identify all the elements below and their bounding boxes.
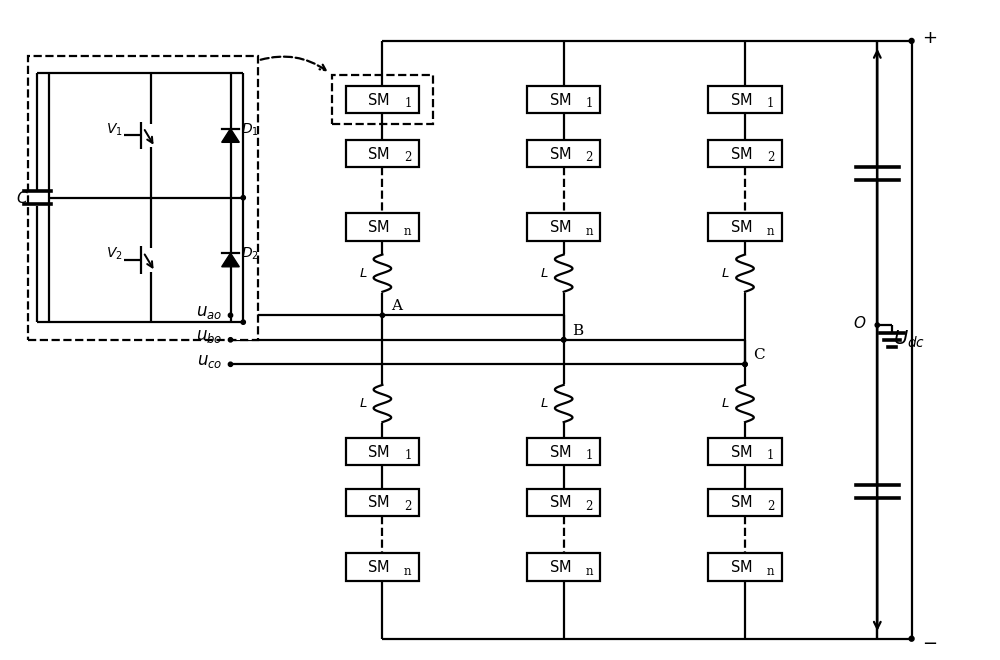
Text: $D_2$: $D_2$ (241, 246, 259, 262)
Text: 2: 2 (404, 151, 412, 164)
FancyBboxPatch shape (708, 140, 782, 168)
Polygon shape (222, 253, 239, 267)
Text: n: n (767, 564, 774, 578)
Text: $\mathrm{SM}$: $\mathrm{SM}$ (367, 494, 390, 510)
FancyBboxPatch shape (346, 489, 419, 516)
FancyBboxPatch shape (527, 213, 600, 241)
Text: $L$: $L$ (540, 267, 548, 280)
Text: $\mathrm{SM}$: $\mathrm{SM}$ (367, 219, 390, 235)
Bar (28, 55, 258, 340)
Text: $\mathrm{SM}$: $\mathrm{SM}$ (549, 559, 571, 575)
Circle shape (562, 338, 566, 342)
Text: $\mathrm{SM}$: $\mathrm{SM}$ (730, 494, 752, 510)
FancyBboxPatch shape (527, 489, 600, 516)
Text: 1: 1 (585, 97, 593, 110)
Text: $\mathrm{SM}$: $\mathrm{SM}$ (730, 92, 752, 108)
Circle shape (380, 313, 385, 317)
Text: $V_2$: $V_2$ (106, 246, 122, 262)
Circle shape (562, 338, 566, 342)
Text: $L$: $L$ (359, 267, 367, 280)
Text: $L$: $L$ (721, 267, 730, 280)
Text: $\mathrm{SM}$: $\mathrm{SM}$ (549, 494, 571, 510)
Text: 1: 1 (404, 97, 412, 110)
Circle shape (228, 313, 233, 317)
Text: $\mathrm{SM}$: $\mathrm{SM}$ (549, 146, 571, 162)
Text: $\mathrm{SM}$: $\mathrm{SM}$ (730, 559, 752, 575)
Text: $C$: $C$ (16, 189, 29, 206)
Text: $\mathrm{SM}$: $\mathrm{SM}$ (730, 219, 752, 235)
Text: A: A (391, 300, 402, 313)
FancyBboxPatch shape (527, 86, 600, 114)
Circle shape (228, 362, 233, 366)
FancyBboxPatch shape (527, 554, 600, 581)
Text: 2: 2 (585, 151, 593, 164)
Circle shape (909, 636, 914, 641)
Text: $\mathrm{SM}$: $\mathrm{SM}$ (367, 92, 390, 108)
Text: $\mathrm{SM}$: $\mathrm{SM}$ (367, 444, 390, 459)
Polygon shape (222, 129, 239, 143)
Text: C: C (753, 348, 765, 362)
Text: 2: 2 (404, 500, 412, 513)
FancyBboxPatch shape (708, 86, 782, 114)
Circle shape (228, 338, 233, 342)
FancyBboxPatch shape (346, 213, 419, 241)
Text: 1: 1 (767, 97, 774, 110)
FancyBboxPatch shape (708, 438, 782, 465)
Text: $L$: $L$ (540, 397, 548, 410)
Text: 1: 1 (585, 449, 593, 462)
FancyBboxPatch shape (708, 554, 782, 581)
Text: $L$: $L$ (359, 397, 367, 410)
Text: B: B (572, 324, 583, 338)
Text: $O$: $O$ (853, 315, 866, 331)
Text: $U_{dc}$: $U_{dc}$ (893, 329, 925, 350)
Text: $u_{co}$: $u_{co}$ (197, 353, 223, 370)
FancyBboxPatch shape (346, 140, 419, 168)
Circle shape (241, 195, 245, 200)
Text: n: n (404, 564, 412, 578)
Text: $\mathrm{SM}$: $\mathrm{SM}$ (367, 559, 390, 575)
Text: $\mathrm{SM}$: $\mathrm{SM}$ (730, 444, 752, 459)
Circle shape (241, 320, 245, 324)
Text: n: n (585, 224, 593, 238)
Text: 2: 2 (585, 500, 593, 513)
Text: 2: 2 (767, 500, 774, 513)
FancyBboxPatch shape (708, 213, 782, 241)
FancyBboxPatch shape (346, 554, 419, 581)
Text: $V_1$: $V_1$ (106, 121, 122, 138)
Text: $\mathrm{SM}$: $\mathrm{SM}$ (549, 219, 571, 235)
Circle shape (743, 362, 747, 366)
Text: n: n (585, 564, 593, 578)
Circle shape (875, 323, 879, 327)
Text: 1: 1 (404, 449, 412, 462)
FancyBboxPatch shape (346, 438, 419, 465)
Text: n: n (767, 224, 774, 238)
Text: $+$: $+$ (922, 29, 937, 47)
FancyBboxPatch shape (527, 438, 600, 465)
Text: $-$: $-$ (922, 633, 937, 651)
Circle shape (909, 38, 914, 44)
Text: n: n (404, 224, 412, 238)
FancyBboxPatch shape (527, 140, 600, 168)
Text: $u_{ao}$: $u_{ao}$ (196, 304, 223, 321)
Text: $\mathrm{SM}$: $\mathrm{SM}$ (549, 444, 571, 459)
Text: 1: 1 (767, 449, 774, 462)
FancyBboxPatch shape (346, 86, 419, 114)
Text: $\mathrm{SM}$: $\mathrm{SM}$ (549, 92, 571, 108)
Text: $L$: $L$ (721, 397, 730, 410)
Text: $u_{bo}$: $u_{bo}$ (196, 329, 223, 345)
FancyBboxPatch shape (708, 489, 782, 516)
Bar (332, 75, 433, 124)
Circle shape (743, 362, 747, 366)
Text: $D_1$: $D_1$ (241, 121, 259, 138)
Text: $\mathrm{SM}$: $\mathrm{SM}$ (730, 146, 752, 162)
Text: $\mathrm{SM}$: $\mathrm{SM}$ (367, 146, 390, 162)
Text: 2: 2 (767, 151, 774, 164)
